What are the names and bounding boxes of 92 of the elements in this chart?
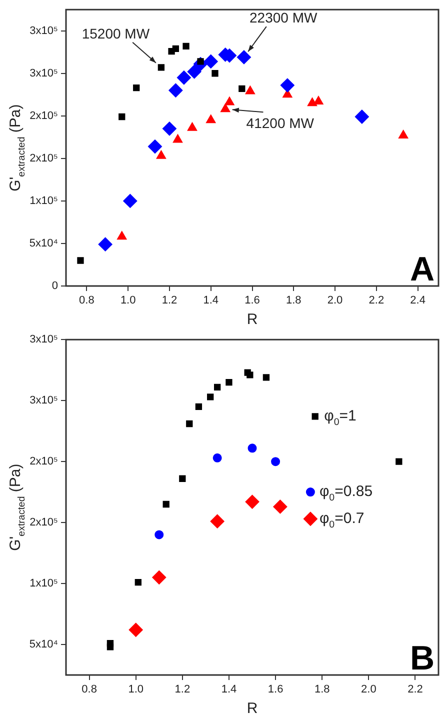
y-tick-label: 1x10⁵ [30,194,58,207]
point [224,96,234,106]
point [168,83,183,98]
point [186,420,193,428]
annotation: A [410,250,434,288]
point [271,457,280,466]
point [245,494,260,509]
x-tick-label: 1.0 [128,684,144,696]
y-tick-label: 3x10⁵ [30,67,58,80]
x-tick-label: 1.4 [203,294,219,307]
point [195,403,202,410]
point [398,130,408,138]
annotation: 22300 MW [249,10,318,26]
y-tick-label: 2x10⁵ [30,152,58,164]
point [212,453,222,462]
point [204,54,218,68]
point [312,413,318,420]
point [134,578,142,586]
point [226,378,232,386]
x-tick-label: 0.8 [79,294,94,307]
point [220,104,230,112]
x-tick-label: 1.0 [120,294,136,307]
x-axis-title: R [246,700,258,717]
point [238,85,246,92]
y-tick-label: 3x10⁵ [30,24,58,37]
point [306,488,315,497]
x-tick-label: 1.4 [221,684,237,696]
point [118,113,126,120]
x-tick-label: 1.6 [244,294,260,307]
point [245,86,256,94]
point [123,194,138,208]
x-tick-label: 1.2 [162,294,178,307]
x-tick-label: 0.8 [82,684,97,696]
x-axis-title: R [246,311,258,328]
point [162,122,176,136]
point [206,114,216,124]
point [162,500,170,508]
point [214,384,221,390]
point [77,257,84,264]
x-tick-label: 2.0 [361,684,376,696]
y-tick-label: 0 [52,280,58,292]
point [172,134,183,143]
point [210,514,224,528]
point [106,644,114,650]
point [117,231,127,240]
x-tick-label: 1.6 [268,684,284,696]
point [212,70,218,77]
point [262,374,270,381]
point [396,458,402,465]
point [280,78,294,92]
x-tick-label: 2.2 [408,684,423,696]
point [248,444,257,453]
y-axis-title: G'extracted (Pa) [7,104,28,192]
x-tick-label: 1.8 [286,294,302,307]
y-axis-title: G'extracted (Pa) [7,464,28,551]
point [148,140,162,154]
point [354,110,369,124]
y-tick-label: 3x10⁵ [30,334,58,346]
y-tick-label: 5x10⁴ [29,238,58,250]
point [246,372,254,378]
point [154,530,164,540]
point [152,570,166,584]
point [176,70,191,85]
annotation: 41200 MW [246,115,315,132]
annotation: 15200 MW [82,25,150,42]
y-tick-label: 2x10⁵ [30,456,58,468]
point [314,96,324,104]
x-tick-label: 2.4 [410,294,426,307]
point [158,64,165,71]
y-tick-label: 5x10⁴ [29,638,58,651]
annotation: B [410,639,434,678]
point [156,150,166,159]
point [187,64,202,79]
x-tick-label: 2.2 [368,294,384,307]
point [182,42,190,50]
y-tick-label: 2x10⁵ [30,110,58,122]
point [207,394,214,400]
point [98,237,112,252]
x-tick-label: 1.8 [314,684,330,696]
point [187,122,198,131]
y-tick-label: 2x10⁵ [30,516,58,529]
point [179,475,186,482]
point [303,512,318,526]
point [273,500,288,514]
point [128,622,143,637]
x-tick-label: 2.0 [327,294,343,307]
y-tick-label: 3x10⁵ [30,394,58,407]
point [172,45,180,52]
y-tick-label: 1x10⁵ [30,578,58,590]
point [133,84,140,92]
x-tick-label: 1.2 [174,684,190,696]
point [236,50,251,64]
